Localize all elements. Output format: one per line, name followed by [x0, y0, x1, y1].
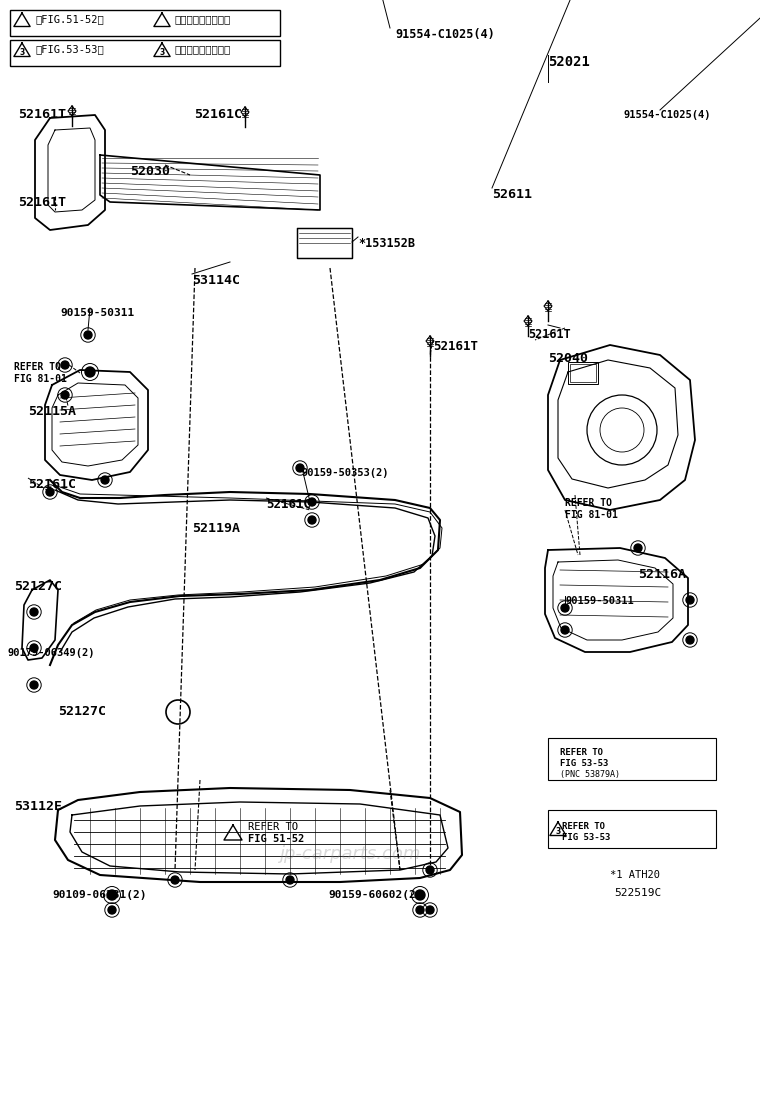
Text: 53112E: 53112E	[14, 800, 62, 813]
Circle shape	[286, 876, 294, 884]
Bar	[548, 810, 716, 848]
Text: REFER TO: REFER TO	[248, 822, 298, 832]
Text: FIG 51-52: FIG 51-52	[248, 834, 304, 844]
Circle shape	[634, 544, 642, 552]
Text: 91554-C1025(4): 91554-C1025(4)	[395, 28, 495, 41]
Circle shape	[84, 331, 92, 339]
Text: 3: 3	[19, 49, 24, 58]
Circle shape	[107, 890, 117, 900]
Text: 52161T: 52161T	[18, 196, 66, 209]
Circle shape	[296, 464, 304, 471]
Circle shape	[561, 626, 569, 634]
Circle shape	[30, 681, 38, 689]
Text: と対応しています。: と対応しています。	[174, 44, 230, 54]
Bar	[10, 40, 280, 66]
Text: 52161C: 52161C	[266, 498, 311, 512]
Text: FIG 53-53: FIG 53-53	[560, 759, 608, 768]
Circle shape	[308, 498, 316, 506]
Text: 52040: 52040	[548, 353, 588, 365]
Circle shape	[416, 906, 424, 914]
Circle shape	[61, 391, 69, 399]
Text: 3: 3	[556, 827, 561, 836]
Text: 52127C: 52127C	[14, 580, 62, 593]
Text: 522519C: 522519C	[614, 888, 661, 898]
Circle shape	[415, 890, 425, 900]
Text: FIG 81-01: FIG 81-01	[14, 374, 67, 384]
Text: 52127C: 52127C	[58, 705, 106, 718]
Text: と対応しています。: と対応しています。	[174, 14, 230, 24]
Text: 90179-06349(2): 90179-06349(2)	[8, 648, 96, 658]
Text: 52161C: 52161C	[28, 478, 76, 492]
Circle shape	[686, 636, 694, 644]
Text: *1 ATH20: *1 ATH20	[610, 870, 660, 880]
Text: 53114C: 53114C	[192, 274, 240, 287]
Text: 52021: 52021	[548, 54, 590, 69]
Text: 52161C: 52161C	[194, 108, 242, 121]
Circle shape	[308, 516, 316, 524]
Circle shape	[171, 876, 179, 884]
Text: はFIG.51-52の: はFIG.51-52の	[35, 14, 104, 24]
Text: REFER TO: REFER TO	[565, 498, 612, 508]
Circle shape	[426, 866, 434, 874]
Circle shape	[30, 608, 38, 616]
Bar	[10, 10, 280, 36]
Text: 90159-60602(2): 90159-60602(2)	[328, 890, 423, 900]
Text: REFER TO: REFER TO	[560, 748, 603, 757]
Text: 90109-06231(2): 90109-06231(2)	[52, 890, 147, 900]
Circle shape	[85, 367, 95, 377]
Text: 52611: 52611	[492, 188, 532, 201]
Text: 52161T: 52161T	[528, 328, 571, 341]
Text: 52116A: 52116A	[638, 568, 686, 580]
Circle shape	[46, 488, 54, 496]
Text: はFIG.53-53の: はFIG.53-53の	[35, 44, 104, 54]
Text: 52119A: 52119A	[192, 522, 240, 535]
Text: REFER TO: REFER TO	[562, 822, 605, 831]
Text: 90159-50311: 90159-50311	[60, 308, 135, 318]
Text: 91554-C1025(4): 91554-C1025(4)	[624, 110, 711, 120]
Circle shape	[61, 361, 69, 369]
Text: *153152B: *153152B	[358, 237, 415, 250]
Text: 52115A: 52115A	[28, 405, 76, 418]
Text: 90159-50353(2): 90159-50353(2)	[302, 468, 389, 478]
Text: 90159-50311: 90159-50311	[565, 596, 634, 606]
Bar	[570, 364, 596, 383]
Text: jp-carparts.com: jp-carparts.com	[280, 845, 421, 863]
Circle shape	[686, 596, 694, 604]
Text: REFER TO: REFER TO	[14, 363, 61, 373]
Circle shape	[101, 476, 109, 484]
Text: (PNC 53879A): (PNC 53879A)	[560, 770, 620, 780]
Circle shape	[108, 906, 116, 914]
Circle shape	[561, 604, 569, 612]
Text: 52161T: 52161T	[18, 108, 66, 121]
Text: 52030: 52030	[130, 165, 170, 178]
Text: FIG 81-01: FIG 81-01	[565, 510, 618, 520]
Circle shape	[30, 644, 38, 652]
Text: FIG 53-53: FIG 53-53	[562, 833, 610, 842]
Bar	[297, 228, 352, 258]
Bar	[548, 738, 716, 780]
Text: 3: 3	[160, 49, 165, 58]
Circle shape	[426, 906, 434, 914]
Bar	[568, 363, 598, 384]
Text: 52161T: 52161T	[433, 340, 478, 353]
